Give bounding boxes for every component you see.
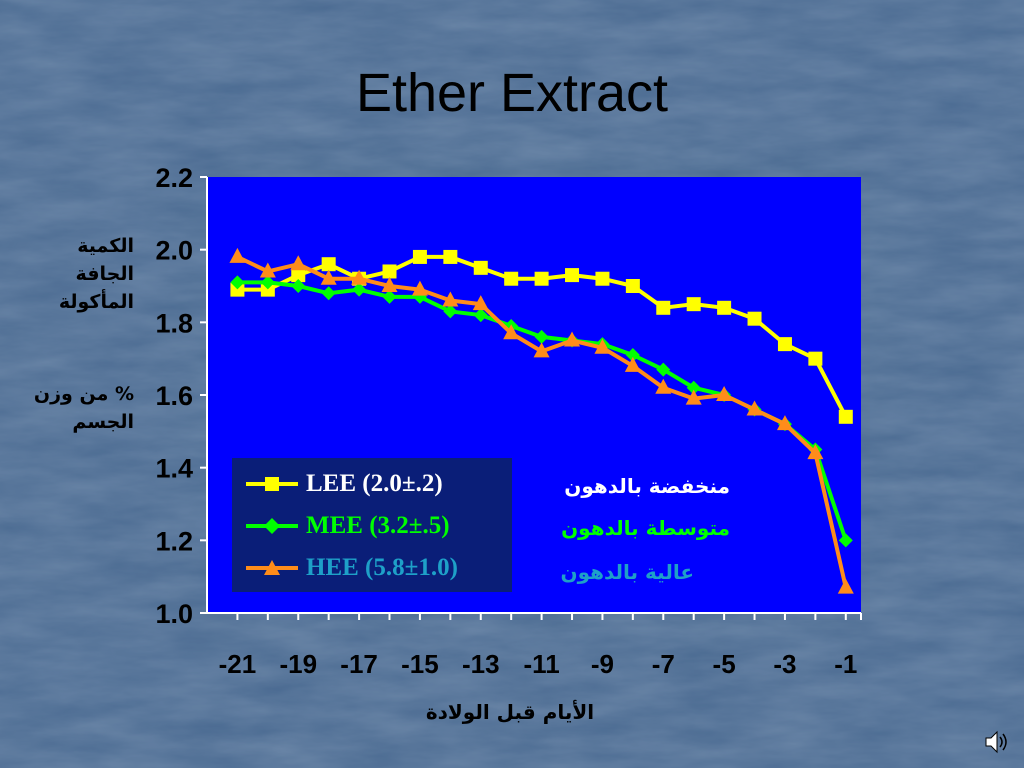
data-point-lee [808, 351, 823, 366]
data-point-mee [352, 282, 367, 297]
data-point-lee [382, 264, 397, 279]
y-axis: 1.0 1.2 1.4 1.6 1.8 2.0 2.2 [155, 163, 208, 629]
y-tick-label: 1.2 [155, 526, 193, 556]
legend-item-mee: MEE (3.2±.5) [244, 508, 514, 544]
data-point-mee [838, 533, 853, 548]
data-point-hee [503, 324, 520, 340]
data-point-hee [716, 386, 733, 401]
data-point-mee [534, 329, 549, 344]
data-point-lee [534, 271, 549, 286]
data-point-mee [656, 362, 671, 377]
data-point-hee [442, 291, 459, 307]
legend-item-lee: LEE (2.0±.2) [244, 466, 514, 502]
data-point-hee [351, 269, 368, 285]
data-point-hee [381, 277, 398, 292]
data-point-mee [473, 308, 488, 323]
chart-legend: LEE (2.0±.2) MEE (3.2±.5) HEE (5.8±1.0) [232, 458, 512, 592]
data-point-lee [625, 279, 640, 293]
data-point-mee [686, 380, 701, 395]
x-axis: -21 -19 -17 -15 -13 -11 -9 -7 -5 -3 -1 [207, 612, 862, 679]
data-point-lee [747, 311, 762, 326]
series-lee [230, 249, 853, 424]
data-point-lee [412, 249, 427, 264]
data-point-lee [260, 282, 275, 297]
data-point-lee [565, 268, 580, 283]
y-tick-label: 2.0 [155, 236, 193, 266]
data-point-hee [290, 255, 307, 271]
data-point-mee [321, 286, 336, 301]
data-point-hee [807, 444, 824, 460]
data-point-mee [443, 304, 458, 319]
x-tick-label: -1 [834, 649, 857, 679]
data-point-hee [746, 400, 763, 416]
data-point-hee [259, 262, 276, 278]
data-point-hee [624, 356, 641, 372]
y-tick-label: 1.6 [155, 381, 193, 411]
legend-swatch-lee [246, 477, 298, 491]
y-tick-label: 1.0 [155, 599, 193, 629]
legend-swatch-mee [246, 518, 298, 534]
data-point-hee [685, 389, 702, 405]
data-point-hee [564, 331, 581, 347]
y-axis-label-line2: % من وزن الجسم [33, 383, 134, 433]
speaker-icon[interactable] [982, 728, 1010, 756]
data-point-hee [655, 378, 672, 394]
data-point-lee [230, 282, 245, 297]
y-tick-label: 2.2 [155, 163, 193, 193]
data-point-lee [443, 249, 458, 264]
legend-swatch-hee [246, 560, 298, 575]
data-point-mee [625, 348, 640, 363]
data-point-hee [320, 269, 337, 285]
series-layer [229, 247, 854, 594]
legend-label-lee: LEE (2.0±.2) [306, 470, 443, 497]
x-tick-label: -21 [219, 649, 257, 679]
x-tick-label: -9 [591, 649, 614, 679]
slide-title: Ether Extract [355, 63, 669, 123]
note-low-fat: منخفضة بالدهون [564, 474, 730, 498]
data-point-hee [594, 338, 611, 354]
x-tick-label: -7 [652, 649, 675, 679]
data-point-hee [472, 295, 489, 311]
data-point-mee [291, 279, 306, 293]
data-point-hee [411, 280, 428, 296]
data-point-hee [533, 342, 550, 358]
data-point-lee [838, 409, 853, 424]
series-hee [229, 247, 854, 594]
legend-item-hee: HEE (5.8±1.0) [244, 550, 514, 586]
data-point-mee [230, 275, 245, 290]
note-high-fat: عالية بالدهون [560, 560, 695, 584]
data-point-mee [260, 275, 275, 290]
x-tick-label: -5 [713, 649, 736, 679]
data-point-lee [473, 260, 488, 275]
legend-label-hee: HEE (5.8±1.0) [306, 554, 458, 581]
data-point-lee [595, 271, 610, 286]
x-tick-label: -13 [462, 649, 500, 679]
y-tick-label: 1.4 [155, 454, 193, 484]
data-point-lee [717, 300, 732, 315]
x-tick-label: -17 [340, 649, 378, 679]
data-point-hee [229, 247, 246, 263]
note-medium-fat: متوسطة بالدهون [561, 516, 730, 540]
x-tick-label: -15 [401, 649, 439, 679]
data-point-lee [777, 337, 792, 352]
x-axis-label: الأيام قبل الولادة [425, 700, 595, 724]
data-point-lee [656, 300, 671, 315]
data-point-hee [776, 415, 793, 431]
legend-label-mee: MEE (3.2±.5) [306, 512, 450, 539]
data-point-mee [382, 289, 397, 304]
y-tick-label: 1.8 [155, 308, 193, 338]
data-point-lee [291, 268, 306, 283]
x-tick-label: -3 [773, 649, 796, 679]
data-point-lee [504, 271, 519, 286]
x-tick-label: -19 [279, 649, 317, 679]
data-point-lee [686, 297, 701, 312]
data-point-hee [837, 578, 854, 594]
data-point-lee [321, 257, 336, 272]
y-axis-label-line1: الكمية الجافة المأكولة [58, 235, 134, 313]
x-tick-label: -11 [524, 649, 560, 679]
